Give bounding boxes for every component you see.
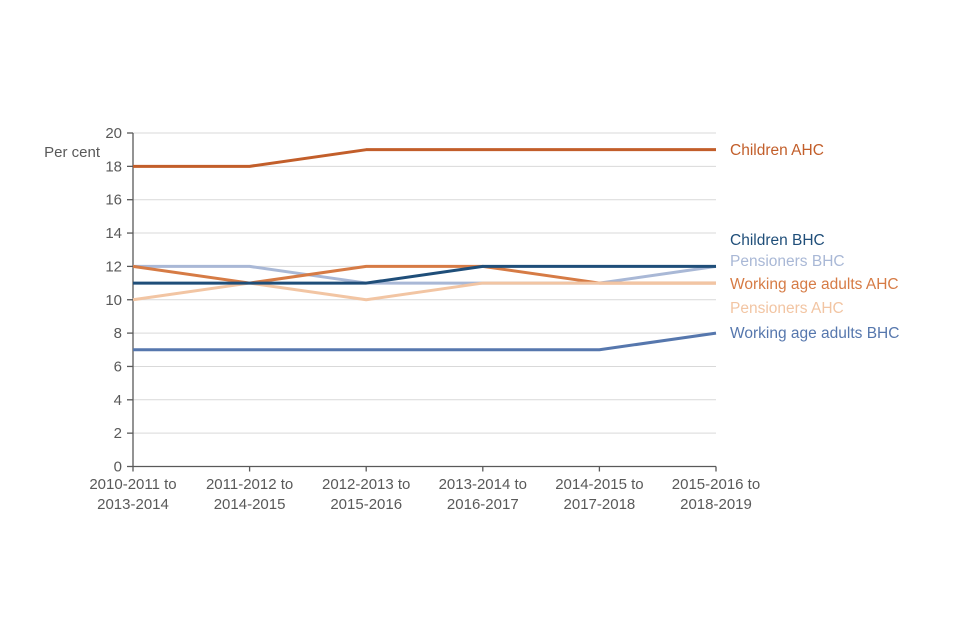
legend-label-working-age-adults-ahc: Working age adults AHC <box>730 276 899 293</box>
y-tick-label-8: 8 <box>114 325 122 342</box>
x-axis-tick-labels: 2010-2011 to 2013-2014 2011-2012 to 2014-20… <box>89 476 760 513</box>
line-children-ahc <box>133 148 716 168</box>
y-tick-label-6: 6 <box>114 358 122 375</box>
x-tick-label-5: 2015-2016 to 2018-2019 <box>672 476 760 513</box>
y-axis-tick-labels: 0 2 4 6 8 10 12 14 16 18 20 <box>105 125 122 476</box>
y-tick-label-10: 10 <box>105 292 122 309</box>
y-tick-label-4: 4 <box>114 392 122 409</box>
y-tick-label-16: 16 <box>105 192 122 209</box>
x-tick-label-0: 2010-2011 to 2013-2014 <box>89 476 176 513</box>
x-tick-label-3: 2013-2014 to 2016-2017 <box>439 476 527 513</box>
line-working-age-adults-bhc <box>133 331 717 352</box>
legend-label-children-ahc: Children AHC <box>730 142 824 159</box>
y-tick-label-14: 14 <box>105 225 122 242</box>
series-lines <box>132 148 717 352</box>
line-children-bhc <box>133 264 716 285</box>
x-tick-label-1: 2011-2012 to 2014-2015 <box>206 476 293 513</box>
legend-label-working-age-adults-bhc: Working age adults BHC <box>730 325 899 342</box>
legend-label-children-bhc: Children BHC <box>730 232 825 249</box>
y-tick-label-12: 12 <box>105 258 122 275</box>
x-tick-label-2: 2012-2013 to 2015-2016 <box>322 476 410 513</box>
line-pensioners-bhc <box>133 264 717 285</box>
x-tick-label-4: 2014-2015 to 2017-2018 <box>555 476 643 513</box>
y-tick-label-0: 0 <box>114 459 122 476</box>
y-axis-title: Per cent <box>44 144 101 161</box>
line-pensioners-ahc <box>132 281 716 302</box>
axes <box>127 132 717 472</box>
legend-label-pensioners-bhc: Pensioners BHC <box>730 253 845 270</box>
legend-label-pensioners-ahc: Pensioners AHC <box>730 300 844 317</box>
y-tick-label-18: 18 <box>105 158 122 175</box>
series-end-labels: Children AHC Children BHC Pensioners BHC Wo… <box>730 142 899 342</box>
y-tick-label-2: 2 <box>114 425 122 442</box>
y-tick-label-20: 20 <box>105 125 122 142</box>
